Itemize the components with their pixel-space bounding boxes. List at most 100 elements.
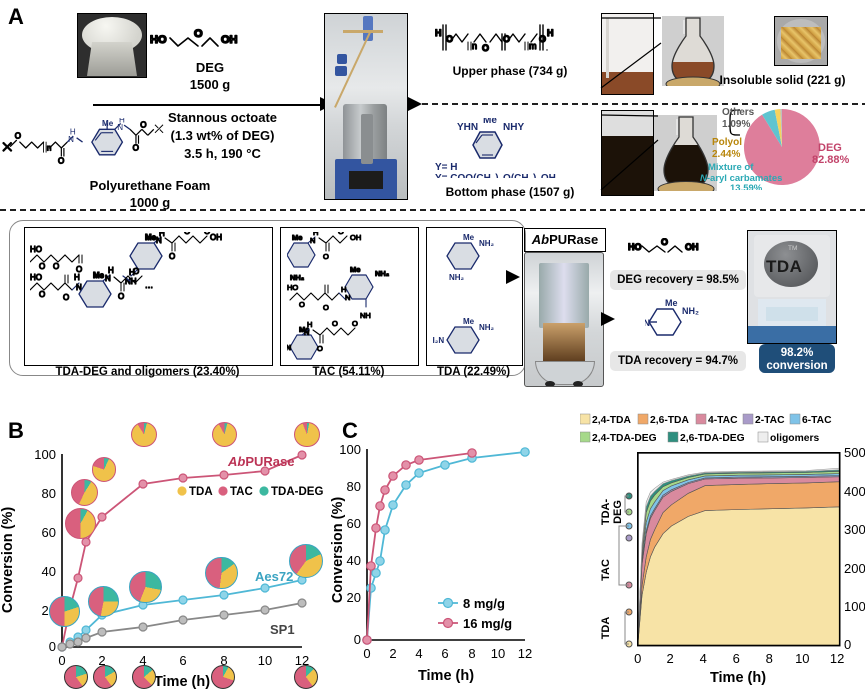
svg-text:Polyol: Polyol bbox=[712, 137, 742, 148]
svg-text:DEG: DEG bbox=[612, 500, 624, 524]
svg-text:H₂N: H₂N bbox=[287, 343, 291, 352]
svg-text:Me: Me bbox=[483, 118, 497, 126]
svg-text:400: 400 bbox=[844, 484, 865, 499]
svg-text:HO: HO bbox=[30, 273, 42, 282]
svg-text:Conversion (%): Conversion (%) bbox=[0, 507, 16, 614]
svg-text:100: 100 bbox=[339, 442, 361, 457]
svg-text:500: 500 bbox=[844, 445, 865, 460]
svg-text:O: O bbox=[661, 238, 668, 247]
svg-text:OH: OH bbox=[221, 34, 238, 46]
svg-text:12: 12 bbox=[518, 646, 532, 661]
svg-text:Y= COO(CH₂)₂O(CH₂)₂OH: Y= COO(CH₂)₂O(CH₂)₂OH bbox=[435, 173, 556, 178]
svg-text:O: O bbox=[118, 292, 124, 301]
svg-text:N: N bbox=[156, 236, 162, 245]
svg-text:O: O bbox=[39, 290, 45, 299]
svg-text:TAC: TAC bbox=[230, 486, 253, 498]
svg-text:O: O bbox=[317, 344, 323, 353]
svg-text:Others: Others bbox=[722, 107, 755, 118]
svg-text:NHY: NHY bbox=[503, 122, 524, 133]
svg-text:0: 0 bbox=[49, 639, 56, 654]
svg-text:NH₂: NH₂ bbox=[375, 269, 389, 278]
svg-text:O: O bbox=[323, 303, 329, 312]
svg-text:TAC: TAC bbox=[600, 559, 612, 581]
svg-text:2: 2 bbox=[666, 651, 673, 666]
svg-text:6: 6 bbox=[441, 646, 448, 661]
svg-text:H₂N: H₂N bbox=[645, 318, 650, 328]
svg-text:AbPURase: AbPURase bbox=[227, 454, 294, 469]
svg-text:O: O bbox=[63, 293, 69, 302]
svg-text:16 mg/g: 16 mg/g bbox=[463, 616, 512, 631]
svg-text:TDA: TDA bbox=[600, 617, 612, 640]
svg-text:N: N bbox=[105, 274, 111, 283]
svg-text:Me: Me bbox=[102, 119, 114, 128]
svg-text:HO: HO bbox=[628, 242, 642, 252]
svg-text:100: 100 bbox=[34, 447, 56, 462]
svg-text:OH: OH bbox=[350, 233, 361, 242]
svg-text:4: 4 bbox=[700, 651, 707, 666]
svg-text:12: 12 bbox=[830, 651, 844, 666]
svg-text:O: O bbox=[184, 232, 190, 236]
svg-text:O: O bbox=[194, 28, 203, 40]
svg-text:0: 0 bbox=[363, 646, 370, 661]
svg-text:Me: Me bbox=[292, 233, 302, 242]
svg-text:O: O bbox=[539, 34, 546, 44]
svg-text:OH: OH bbox=[210, 233, 222, 242]
svg-text:⤫: ⤫ bbox=[2, 142, 12, 154]
svg-text:Conversion (%): Conversion (%) bbox=[330, 497, 346, 604]
svg-text:HO: HO bbox=[150, 34, 167, 46]
svg-text:Me: Me bbox=[665, 298, 678, 308]
svg-text:⋯: ⋯ bbox=[145, 283, 153, 292]
svg-text:20: 20 bbox=[347, 590, 361, 605]
svg-text:O: O bbox=[299, 300, 305, 309]
svg-text:200: 200 bbox=[844, 561, 865, 576]
svg-text:Me: Me bbox=[145, 233, 157, 242]
svg-text:2: 2 bbox=[389, 646, 396, 661]
svg-text:TDA-: TDA- bbox=[600, 499, 612, 526]
svg-text:10: 10 bbox=[491, 646, 505, 661]
svg-text:0: 0 bbox=[354, 632, 361, 647]
svg-text:H: H bbox=[435, 28, 442, 38]
svg-text:NH₂: NH₂ bbox=[290, 273, 304, 282]
svg-text:1.09%: 1.09% bbox=[722, 119, 750, 130]
svg-text:2.44%: 2.44% bbox=[712, 149, 740, 160]
svg-text:0: 0 bbox=[844, 637, 851, 652]
svg-text:NH₂: NH₂ bbox=[682, 306, 699, 316]
svg-text:O: O bbox=[58, 156, 64, 165]
svg-text:TDA-DEG: TDA-DEG bbox=[271, 486, 323, 498]
svg-text:DEG: DEG bbox=[818, 142, 842, 154]
svg-text:O: O bbox=[15, 132, 21, 141]
svg-text:OH: OH bbox=[685, 242, 699, 252]
svg-text:O: O bbox=[169, 252, 175, 261]
svg-text:10: 10 bbox=[258, 653, 272, 668]
svg-text:O: O bbox=[332, 319, 338, 328]
svg-text:O: O bbox=[323, 252, 329, 261]
svg-text:TDA: TDA bbox=[189, 486, 213, 498]
svg-text:Time (h): Time (h) bbox=[154, 674, 210, 690]
svg-text:NH: NH bbox=[360, 311, 371, 320]
svg-text:8: 8 bbox=[766, 651, 773, 666]
svg-text:40: 40 bbox=[347, 553, 361, 568]
svg-text:H: H bbox=[547, 28, 554, 38]
svg-text:m: m bbox=[529, 41, 537, 51]
svg-text:Me: Me bbox=[463, 233, 475, 242]
svg-text:Me: Me bbox=[463, 317, 475, 326]
svg-text:8: 8 bbox=[468, 646, 475, 661]
svg-text:YHN: YHN bbox=[457, 122, 478, 133]
svg-text:6: 6 bbox=[179, 653, 186, 668]
svg-text:H₂N: H₂N bbox=[433, 336, 444, 345]
svg-text:O: O bbox=[53, 262, 59, 271]
svg-text:N: N bbox=[345, 293, 350, 302]
svg-text:O: O bbox=[352, 319, 358, 328]
svg-text:100: 100 bbox=[844, 599, 865, 614]
svg-text:HO: HO bbox=[287, 283, 298, 292]
svg-text:0: 0 bbox=[634, 651, 641, 666]
svg-text:N: N bbox=[310, 236, 315, 245]
svg-text:60: 60 bbox=[347, 516, 361, 531]
svg-text:NH₂: NH₂ bbox=[449, 273, 465, 282]
svg-text:H: H bbox=[74, 273, 80, 282]
svg-text:SP1: SP1 bbox=[270, 622, 295, 637]
svg-text:8 mg/g: 8 mg/g bbox=[463, 596, 505, 611]
svg-text:4: 4 bbox=[415, 646, 422, 661]
svg-text:80: 80 bbox=[42, 486, 56, 501]
svg-text:Time (h): Time (h) bbox=[710, 670, 766, 686]
